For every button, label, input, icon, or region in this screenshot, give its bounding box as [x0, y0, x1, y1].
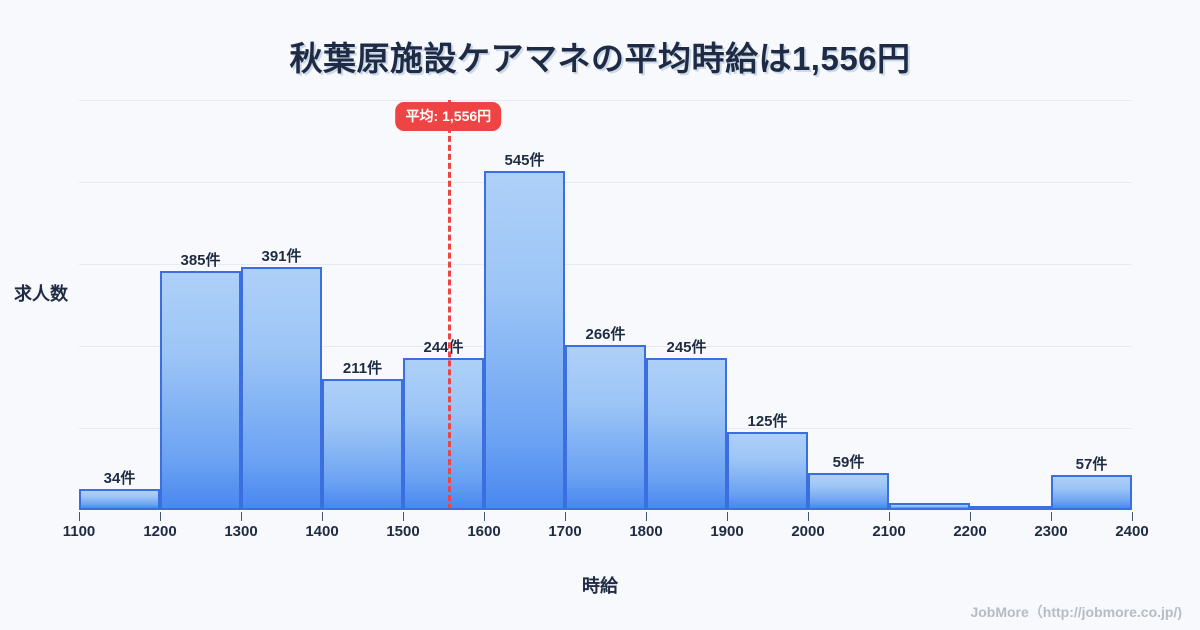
x-tick-label-1300: 1300: [224, 523, 258, 540]
x-tick-2000: [808, 512, 809, 521]
x-tick-2100: [889, 512, 890, 521]
gridline-3: [79, 182, 1132, 183]
bar-value-label-1800-1900: 245件: [666, 338, 707, 356]
bar-value-label-2000-2100: 59件: [832, 454, 865, 472]
y-axis-title: 求人数: [14, 284, 68, 304]
x-tick-label-1100: 1100: [62, 523, 96, 540]
bar-value-label-1400-1500: 211件: [342, 359, 383, 377]
x-tick-label-1400: 1400: [305, 523, 339, 540]
bar-value-label-2300-2400: 57件: [1075, 455, 1108, 473]
x-tick-1500: [403, 512, 404, 521]
x-tick-2200: [970, 512, 971, 521]
bar-1500-1600: [403, 358, 484, 510]
x-tick-1900: [727, 512, 728, 521]
bar-1800-1900: [646, 357, 727, 510]
bar-series: 34件 385件 391件 211件 244件 545件 266件 245件 125件 59件 57…: [79, 100, 1132, 510]
x-tick-1200: [160, 512, 161, 521]
x-tick-2400: [1132, 512, 1133, 521]
bar-1600-1700: [484, 171, 565, 510]
bar-value-label-1700-1800: 266件: [585, 325, 626, 343]
x-tick-2300: [1051, 512, 1052, 521]
x-tick-label-1600: 1600: [467, 523, 501, 540]
x-tick-label-1200: 1200: [143, 523, 177, 540]
bar-2000-2100: [808, 473, 889, 510]
mean-badge: 平均: 1,556円: [395, 102, 502, 131]
mean-line: [448, 100, 452, 510]
bar-value-label-1600-1700: 545件: [504, 152, 545, 170]
x-tick-1300: [241, 512, 242, 521]
x-tick-1700: [565, 512, 566, 521]
x-tick-label-2000: 2000: [791, 523, 825, 540]
x-axis-baseline: [79, 508, 1132, 510]
plot-area: 34件 385件 391件 211件 244件 545件 266件 245件 125件 59件 57…: [79, 100, 1132, 510]
x-tick-label-2200: 2200: [953, 523, 987, 540]
bar-1200-1300: [160, 270, 241, 510]
x-axis-title: 時給: [582, 576, 618, 596]
bar-1900-2000: [727, 432, 808, 510]
bar-1300-1400: [241, 267, 322, 510]
x-tick-label-1800: 1800: [629, 523, 663, 540]
x-axis: 1100 1200 1300 1400 1500 1600 1700 1800 1900 2000…: [63, 512, 1149, 552]
bar-value-label-1300-1400: 391件: [261, 248, 302, 266]
x-tick-1600: [484, 512, 485, 521]
footer-attribution: JobMore（http://jobmore.co.jp/): [970, 604, 1182, 620]
gridline-2: [79, 264, 1132, 265]
x-tick-label-1900: 1900: [710, 523, 744, 540]
x-tick-label-1500: 1500: [386, 523, 420, 540]
bar-1700-1800: [565, 344, 646, 510]
x-tick-label-2100: 2100: [872, 523, 906, 540]
bar-value-label-1900-2000: 125件: [747, 413, 788, 431]
x-tick-1100: [79, 512, 80, 521]
bar-value-label-1200-1300: 385件: [180, 251, 221, 269]
x-tick-1400: [322, 512, 323, 521]
gridline-4: [79, 100, 1132, 101]
x-tick-label-1700: 1700: [548, 523, 582, 540]
x-tick-label-2300: 2300: [1034, 523, 1068, 540]
bar-1100-1200: [79, 488, 160, 510]
chart-title: 秋葉原施設ケアマネの平均時給は1,556円: [289, 40, 911, 77]
bar-value-label-1100-1200: 34件: [103, 469, 136, 487]
x-tick-1800: [646, 512, 647, 521]
bar-value-label-1500-1600: 244件: [423, 339, 464, 357]
bar-1400-1500: [322, 378, 403, 510]
x-tick-label-2400: 2400: [1115, 523, 1149, 540]
bar-2300-2400: [1051, 474, 1132, 510]
